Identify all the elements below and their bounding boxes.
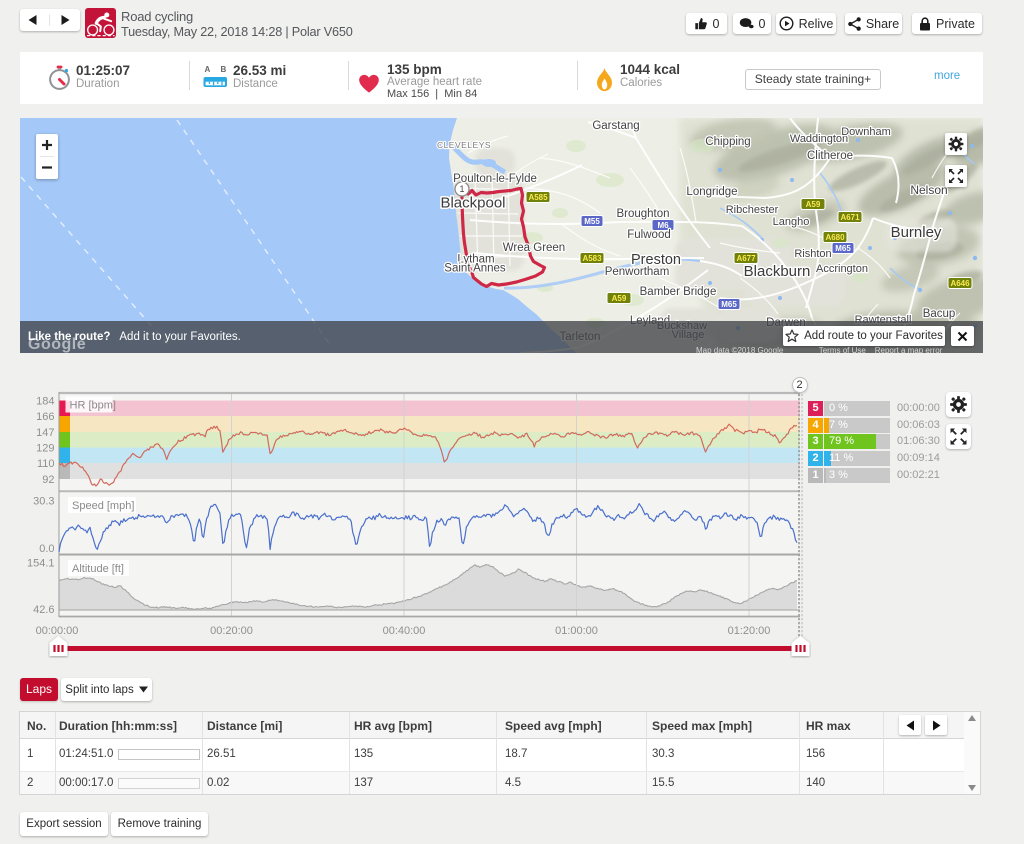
svg-text:01:00:00: 01:00:00: [555, 625, 598, 637]
svg-text:0.0: 0.0: [39, 543, 54, 555]
svg-text:Bacup: Bacup: [923, 308, 956, 320]
svg-text:184: 184: [36, 396, 54, 408]
svg-text:92: 92: [42, 474, 54, 486]
svg-text:Altitude [ft]: Altitude [ft]: [72, 563, 124, 575]
svg-text:Longridge: Longridge: [686, 186, 737, 198]
svg-text:Speed [mph]: Speed [mph]: [72, 500, 134, 512]
svg-text:M55: M55: [584, 217, 600, 226]
svg-text:Saint Annes: Saint Annes: [444, 263, 506, 275]
svg-text:Accrington: Accrington: [816, 263, 868, 275]
svg-text:110: 110: [37, 458, 55, 470]
svg-text:Garstang: Garstang: [592, 120, 639, 132]
svg-text:A671: A671: [840, 213, 860, 222]
svg-text:Blackburn: Blackburn: [744, 263, 811, 280]
svg-text:A583: A583: [582, 254, 602, 263]
svg-text:42.6: 42.6: [33, 604, 54, 616]
svg-text:Ribchester: Ribchester: [726, 204, 779, 216]
svg-text:01:20:00: 01:20:00: [728, 625, 771, 637]
svg-text:Poulton-le-Fylde: Poulton-le-Fylde: [453, 173, 537, 185]
svg-text:A680: A680: [825, 233, 845, 242]
svg-text:Nelson: Nelson: [910, 183, 947, 197]
svg-text:Wrea Green: Wrea Green: [503, 242, 565, 254]
svg-text:00:00:00: 00:00:00: [36, 625, 79, 637]
svg-text:M65: M65: [835, 244, 851, 253]
svg-text:Penwortham: Penwortham: [605, 266, 670, 278]
svg-text:00:40:00: 00:40:00: [383, 625, 426, 637]
svg-text:Langho: Langho: [773, 216, 810, 228]
svg-text:129: 129: [36, 443, 54, 455]
svg-text:Downham: Downham: [841, 126, 891, 138]
svg-text:1: 1: [459, 184, 464, 194]
svg-text:154.1: 154.1: [27, 557, 55, 569]
svg-text:Fulwood: Fulwood: [627, 229, 670, 241]
svg-text:00:20:00: 00:20:00: [210, 625, 253, 637]
svg-text:HR [bpm]: HR [bpm]: [70, 400, 116, 412]
svg-text:M65: M65: [721, 300, 737, 309]
svg-text:166: 166: [36, 411, 54, 423]
svg-text:A677: A677: [736, 254, 756, 263]
svg-text:A646: A646: [950, 279, 970, 288]
svg-text:30.3: 30.3: [33, 496, 54, 508]
svg-text:Bamber Bridge: Bamber Bridge: [640, 286, 717, 298]
svg-text:Waddington: Waddington: [790, 133, 848, 145]
svg-text:Preston: Preston: [631, 252, 681, 268]
svg-text:M6: M6: [657, 221, 669, 230]
svg-text:Broughton: Broughton: [616, 208, 669, 220]
svg-text:Clitheroe: Clitheroe: [807, 150, 853, 162]
svg-text:Blackpool: Blackpool: [440, 195, 505, 212]
svg-text:Rishton: Rishton: [794, 248, 831, 260]
svg-text:CLEVELEYS: CLEVELEYS: [437, 140, 491, 150]
svg-text:A: A: [205, 65, 211, 74]
svg-text:Burnley: Burnley: [891, 224, 942, 241]
svg-text:Lytham: Lytham: [457, 254, 494, 266]
svg-text:A585: A585: [528, 193, 548, 202]
svg-text:B: B: [221, 65, 227, 74]
svg-text:147: 147: [36, 427, 54, 439]
svg-text:Chipping: Chipping: [705, 136, 750, 148]
svg-text:A59: A59: [806, 200, 821, 209]
svg-text:A59: A59: [612, 294, 627, 303]
